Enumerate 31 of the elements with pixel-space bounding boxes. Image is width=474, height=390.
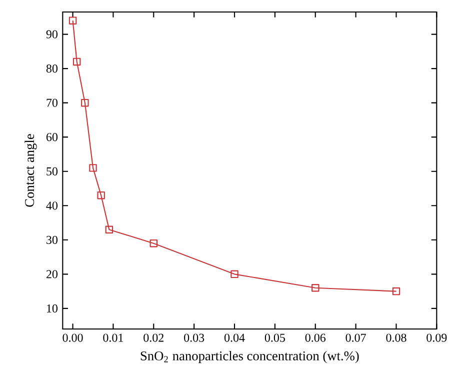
x-tick-label: 0.02 bbox=[144, 334, 164, 342]
point bbox=[81, 98, 89, 107]
x-tick-label: 0.07 bbox=[346, 334, 366, 342]
y-axis-title: Contact angle bbox=[24, 134, 37, 207]
x-tick-label: 0.06 bbox=[305, 334, 326, 342]
x-axis-title: SnO$_{2}$ nanoparticles concentration (wt.%) bbox=[140, 351, 359, 364]
y-tick-label: 80 bbox=[46, 64, 58, 73]
point bbox=[392, 287, 400, 296]
y-tick-label: 30 bbox=[46, 236, 58, 244]
point bbox=[312, 284, 320, 292]
point bbox=[68, 16, 77, 24]
x-tick-label: 0.08 bbox=[386, 334, 406, 342]
x-tick-label: 0.01 bbox=[103, 334, 123, 342]
x-tick-label: 0.05 bbox=[264, 334, 285, 342]
point bbox=[97, 191, 105, 200]
point bbox=[89, 164, 97, 172]
x-tick-label: 0.09 bbox=[426, 334, 447, 342]
x-tick-label: 0.03 bbox=[184, 334, 204, 342]
x-tick-label: 0.04 bbox=[224, 334, 245, 342]
point bbox=[230, 270, 238, 278]
y-tick-label: 70 bbox=[46, 98, 58, 107]
point bbox=[72, 58, 81, 66]
y-tick-label: 20 bbox=[46, 270, 58, 278]
y-tick-label: 10 bbox=[47, 304, 58, 312]
y-tick-label: 40 bbox=[46, 202, 58, 210]
y-tick-label: 60 bbox=[46, 133, 58, 142]
point bbox=[105, 226, 114, 234]
y-tick-label: 90 bbox=[46, 30, 58, 38]
y-tick-label: 50 bbox=[46, 167, 58, 176]
point bbox=[150, 239, 158, 248]
x-tick-label: 0.00 bbox=[62, 334, 83, 342]
